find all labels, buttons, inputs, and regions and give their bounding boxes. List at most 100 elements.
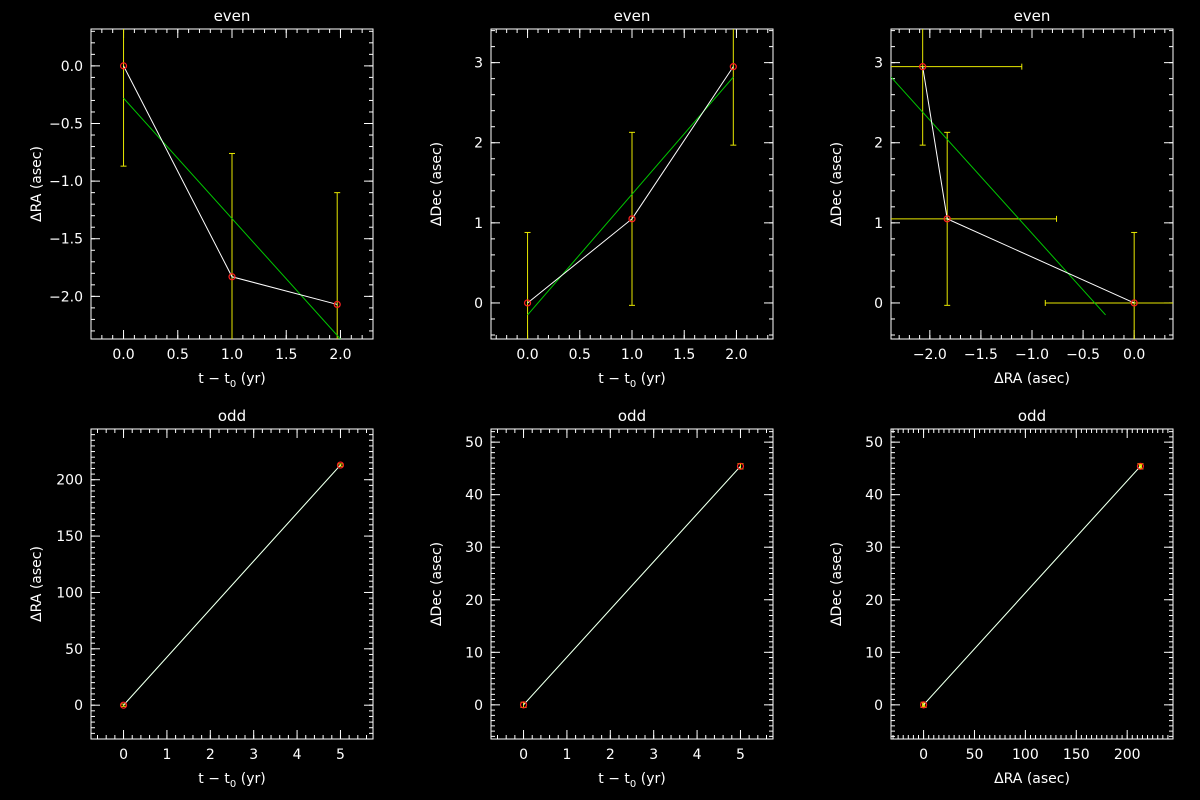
- y-tick-label: 40: [465, 488, 483, 504]
- x-tick-label: 1.0: [221, 347, 243, 363]
- y-tick-label: −0.5: [49, 116, 83, 132]
- y-tick-label: 3: [874, 56, 883, 72]
- y-tick-label: 0: [874, 698, 883, 714]
- y-tick-label: 20: [465, 593, 483, 609]
- x-axis-label-main: t − t: [198, 371, 230, 387]
- x-axis-label-main: t − t: [598, 371, 630, 387]
- x-axis-label: t − t0 (yr): [198, 771, 265, 790]
- data-line: [922, 66, 1135, 304]
- x-tick-label: 0.0: [1123, 347, 1145, 363]
- x-tick-label: 1.5: [673, 347, 695, 363]
- x-tick-label: 3: [249, 747, 258, 763]
- chart-title: even: [614, 7, 651, 25]
- data-point: [729, 63, 737, 71]
- x-axis-label: t − t0 (yr): [598, 371, 665, 390]
- data-point: [736, 462, 745, 470]
- x-tick-label: 1.5: [275, 347, 297, 363]
- y-axis-label: ΔDec (asec): [829, 142, 845, 226]
- x-tick-label: 2: [206, 747, 215, 763]
- x-tick-label: 4: [293, 747, 302, 763]
- x-axis-label: t − t0 (yr): [198, 371, 265, 390]
- plot-frame: [90, 428, 374, 740]
- x-axis-label-main: t − t: [598, 771, 630, 787]
- plot-frame: [890, 428, 1174, 740]
- data-line: [523, 465, 741, 706]
- x-tick-label: −0.5: [1066, 347, 1100, 363]
- data-point: [1136, 462, 1145, 470]
- x-tick-label: 0.0: [112, 347, 134, 363]
- y-tick-label: −1.0: [49, 174, 83, 190]
- x-axis-label-subscript: 0: [630, 779, 636, 790]
- data-point: [519, 701, 528, 709]
- x-axis-label-subscript: 0: [230, 379, 236, 390]
- x-axis-label-unit: (yr): [636, 371, 665, 387]
- y-tick-label: 3: [474, 56, 483, 72]
- x-tick-label: 0.0: [516, 347, 538, 363]
- plot-frame: [490, 428, 774, 740]
- data-point: [943, 215, 951, 223]
- panel-1: 0.0 0.5 1.0 1.5 2.0 0.0 −0.5 −1.0 −1.5 −2.0 even t …: [29, 7, 374, 390]
- x-tick-label: 150: [1063, 747, 1090, 763]
- y-tick-label: 0.0: [61, 59, 83, 75]
- y-tick-label: 150: [56, 529, 83, 545]
- x-tick-label: 1: [162, 747, 171, 763]
- plot-frame: [890, 28, 1174, 340]
- y-tick-label: 0: [474, 296, 483, 312]
- chart-title: even: [214, 7, 251, 25]
- y-tick-label: 10: [865, 645, 883, 661]
- x-tick-label: 0.5: [167, 347, 189, 363]
- x-tick-label: 2.0: [329, 347, 351, 363]
- data-layer: [523, 29, 737, 339]
- y-tick-label: −1.5: [49, 232, 83, 248]
- x-tick-label: 0: [519, 747, 528, 763]
- x-axis-label-main: ΔRA (asec): [994, 371, 1070, 387]
- x-axis-label-subscript: 0: [230, 779, 236, 790]
- x-tick-label: 4: [693, 747, 702, 763]
- data-layer: [891, 29, 1173, 339]
- x-tick-label: 100: [1012, 747, 1039, 763]
- data-layer: [519, 462, 745, 709]
- y-axis-label: ΔRA (asec): [29, 546, 45, 622]
- x-tick-label: 5: [736, 747, 745, 763]
- y-tick-label: −2.0: [49, 289, 83, 305]
- y-tick-label: 0: [474, 698, 483, 714]
- data-line: [123, 464, 341, 706]
- panel-6: 0 50 100 150 200 0 10 20 30 40 50 odd ΔRA (asec) ΔDec…: [829, 407, 1174, 787]
- y-tick-label: 30: [465, 540, 483, 556]
- data-layer: [919, 462, 1145, 709]
- y-tick-label: 1: [874, 216, 883, 232]
- y-tick-label: 30: [865, 540, 883, 556]
- data-point: [628, 215, 636, 223]
- data-line: [527, 66, 734, 304]
- panel-3: −2.0 −1.5 −1.0 −0.5 0.0 0 1 2 3 even ΔRA (asec) ΔDe…: [829, 7, 1174, 387]
- data-point: [333, 300, 341, 309]
- y-tick-label: 50: [65, 642, 83, 658]
- y-tick-label: 2: [874, 136, 883, 152]
- x-axis-label: ΔRA (asec): [994, 771, 1070, 787]
- chart-title: odd: [618, 407, 646, 425]
- y-tick-label: 1: [474, 216, 483, 232]
- data-line: [923, 465, 1141, 706]
- x-axis-label-main: ΔRA (asec): [994, 771, 1070, 787]
- data-point: [523, 299, 532, 307]
- chart-title: odd: [218, 407, 246, 425]
- x-axis-label-unit: (yr): [236, 771, 265, 787]
- x-axis-label-subscript: 0: [630, 379, 636, 390]
- y-tick-label: 2: [474, 136, 483, 152]
- x-tick-label: 0: [119, 747, 128, 763]
- data-layer: [119, 461, 345, 709]
- y-tick-label: 20: [865, 593, 883, 609]
- x-tick-label: 2: [606, 747, 615, 763]
- y-axis-label: ΔDec (asec): [429, 542, 445, 626]
- x-tick-label: 3: [649, 747, 658, 763]
- x-tick-label: 1: [562, 747, 571, 763]
- x-axis-label-unit: (yr): [636, 771, 665, 787]
- y-tick-label: 100: [56, 585, 83, 601]
- x-tick-label: 0: [919, 747, 928, 763]
- data-point: [919, 63, 927, 71]
- x-tick-label: 5: [336, 747, 345, 763]
- x-tick-label: −1.5: [964, 347, 998, 363]
- y-tick-label: 50: [465, 435, 483, 451]
